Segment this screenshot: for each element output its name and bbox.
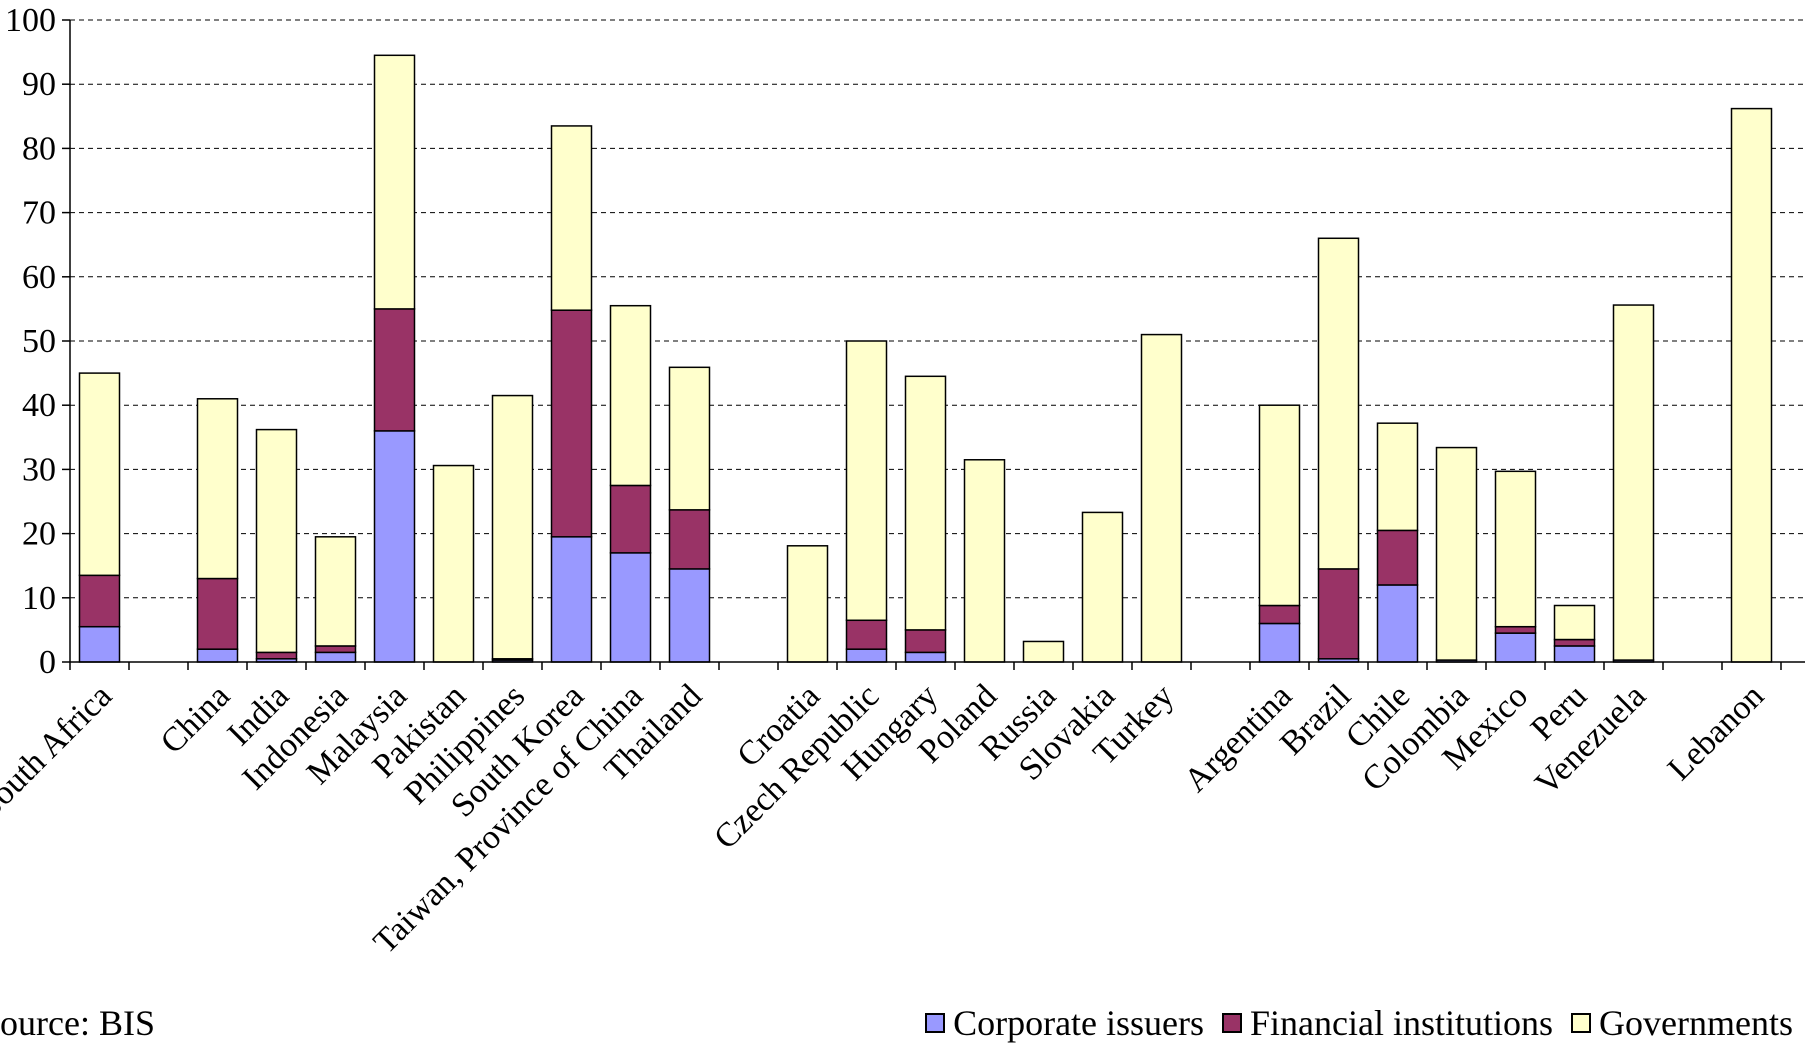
bar-segment — [255, 428, 298, 654]
bar-segment — [1553, 645, 1596, 663]
bar-segment — [255, 651, 298, 660]
y-tick-label: 70 — [22, 195, 56, 232]
legend-item-corporate: Corporate issuers — [925, 1002, 1204, 1044]
bar-segment — [845, 619, 888, 650]
y-tick-label: 100 — [5, 2, 56, 39]
legend-item-financial: Financial institutions — [1222, 1002, 1553, 1044]
y-axis: 0 10 20 30 40 50 60 70 80 90 100 — [5, 2, 71, 681]
source-note: Source: BIS — [0, 1003, 155, 1043]
bar-segment — [1494, 470, 1537, 628]
bar-segment — [491, 394, 534, 660]
bar-segment — [432, 464, 475, 663]
category-label: Lebanon — [1661, 677, 1771, 787]
y-tick-label: 30 — [22, 451, 56, 488]
y-tick-label: 40 — [22, 387, 56, 424]
y-tick-label: 0 — [39, 644, 56, 681]
bar-segment — [668, 568, 711, 663]
y-tick-label: 10 — [22, 580, 56, 617]
bar-segment — [196, 648, 239, 663]
bar-segment — [1730, 107, 1773, 663]
bar-segment — [373, 54, 416, 310]
legend: Corporate issuers Financial institutions… — [907, 1002, 1793, 1044]
legend-item-governments: Governments — [1571, 1002, 1793, 1044]
legend-label-financial: Financial institutions — [1250, 1003, 1554, 1043]
y-tick-label: 90 — [22, 66, 56, 103]
bar-segment — [373, 308, 416, 432]
bar-segment — [1553, 638, 1596, 647]
bar-segment — [786, 545, 829, 663]
category-label: China — [154, 677, 238, 761]
bar-segment — [1494, 625, 1537, 634]
bar-segment — [314, 651, 357, 663]
bar-segment — [314, 536, 357, 647]
bar-segment — [668, 366, 711, 511]
bar-segment — [78, 574, 121, 628]
bar-segment — [963, 459, 1006, 663]
bar-segment — [1376, 584, 1419, 663]
legend-swatch-governments — [1571, 1013, 1592, 1033]
bar-segment — [1081, 511, 1124, 663]
bars — [78, 54, 1773, 663]
category-label: Brazil — [1273, 677, 1358, 762]
bar-segment — [314, 645, 357, 654]
bar-segment — [1553, 604, 1596, 641]
bar-segment — [1258, 404, 1301, 607]
bar-segment — [1022, 640, 1065, 663]
category-label: South Africa — [0, 677, 119, 825]
x-axis — [69, 661, 1805, 670]
bar-segment — [1376, 422, 1419, 532]
bar-segment — [1140, 333, 1183, 663]
y-tick-label: 60 — [22, 259, 56, 296]
bar-segment — [1376, 529, 1419, 586]
bar-segment — [78, 372, 121, 577]
bar-segment — [1258, 622, 1301, 663]
bar-segment — [550, 309, 593, 538]
y-tick-label: 80 — [22, 130, 56, 167]
bar-segment — [904, 375, 947, 631]
bar-segment — [904, 629, 947, 654]
bar-segment — [1317, 568, 1360, 660]
bar-segment — [845, 648, 888, 663]
y-tick-label: 20 — [22, 516, 56, 553]
bar-segment — [1435, 446, 1478, 661]
bar-segment — [78, 625, 121, 663]
bar-segment — [1258, 604, 1301, 625]
legend-swatch-corporate — [925, 1013, 946, 1033]
bar-segment — [1317, 237, 1360, 570]
bar-segment — [609, 552, 652, 663]
bar-segment — [609, 484, 652, 554]
bar-segment — [904, 651, 947, 663]
bar-segment — [550, 536, 593, 663]
bar-segment — [668, 509, 711, 570]
legend-label-corporate: Corporate issuers — [953, 1003, 1205, 1043]
category-labels: South Africa ChinaIndiaIndonesiaMalaysiaP… — [0, 677, 1771, 961]
bar-segment — [1612, 304, 1655, 661]
bar-segment — [196, 398, 239, 580]
bar-segment — [609, 304, 652, 487]
bar-segment — [373, 430, 416, 663]
bar-segment — [845, 340, 888, 622]
bar-segment — [1494, 632, 1537, 663]
legend-swatch-financial — [1222, 1013, 1243, 1033]
bar-segment — [196, 577, 239, 650]
y-tick-label: 50 — [22, 323, 56, 360]
bar-segment — [550, 125, 593, 311]
legend-label-governments: Governments — [1599, 1003, 1793, 1043]
